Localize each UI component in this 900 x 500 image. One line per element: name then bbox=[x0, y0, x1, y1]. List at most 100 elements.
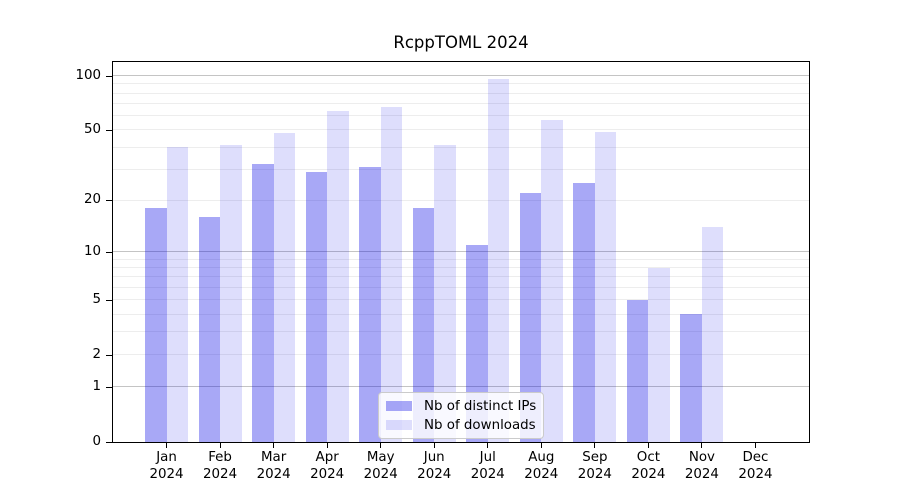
chart-title: RcppTOML 2024 bbox=[393, 33, 529, 52]
x-tick-label-year: 2024 bbox=[363, 466, 398, 482]
bar-nb-of-distinct-ips-apr-2024 bbox=[305, 172, 328, 442]
x-tick-label: Nov 2024 bbox=[670, 450, 734, 483]
x-tick-label-year: 2024 bbox=[203, 466, 238, 482]
gridline-minor bbox=[113, 199, 809, 201]
y-tick-mark bbox=[106, 386, 112, 388]
gridline-minor bbox=[113, 313, 809, 315]
x-tick-label-year: 2024 bbox=[149, 466, 184, 482]
gridline-minor bbox=[113, 287, 809, 289]
x-tick-label-year: 2024 bbox=[310, 466, 345, 482]
bar-nb-of-distinct-ips-jan-2024 bbox=[145, 208, 167, 442]
bar-nb-of-distinct-ips-may-2024 bbox=[359, 166, 381, 442]
x-tick-label: Aug 2024 bbox=[509, 450, 573, 483]
x-tick-mark bbox=[701, 443, 703, 448]
x-tick-label-year: 2024 bbox=[524, 466, 559, 482]
bar-nb-of-downloads-jan-2024 bbox=[166, 147, 189, 442]
bar-nb-of-downloads-sep-2024 bbox=[594, 131, 617, 442]
gridline-minor bbox=[113, 103, 809, 105]
y-tick-mark bbox=[106, 200, 112, 202]
x-tick-label-year: 2024 bbox=[470, 466, 505, 482]
gridline-minor bbox=[113, 276, 809, 278]
x-tick-label: Sep 2024 bbox=[563, 450, 627, 483]
legend-label-downloads: Nb of downloads bbox=[424, 417, 536, 433]
y-tick-mark bbox=[106, 75, 112, 77]
x-tick-label-year: 2024 bbox=[256, 466, 291, 482]
x-tick-label: Oct 2024 bbox=[616, 450, 680, 483]
legend-item-downloads: Nb of downloads bbox=[386, 418, 543, 433]
bar-nb-of-downloads-mar-2024 bbox=[273, 133, 296, 442]
y-tick-label: 100 bbox=[75, 67, 101, 83]
gridline-major bbox=[113, 251, 809, 253]
gridline-minor bbox=[113, 129, 809, 131]
y-tick-label: 1 bbox=[92, 378, 101, 394]
x-tick-label: May 2024 bbox=[349, 450, 413, 483]
bar-nb-of-distinct-ips-mar-2024 bbox=[252, 164, 274, 442]
bar-nb-of-downloads-jun-2024 bbox=[434, 145, 456, 442]
x-tick-mark bbox=[273, 443, 275, 448]
x-tick-label: Dec 2024 bbox=[723, 450, 787, 483]
gridline-minor bbox=[113, 92, 809, 94]
x-tick-label-year: 2024 bbox=[417, 466, 452, 482]
y-tick-label: 10 bbox=[83, 243, 101, 259]
bar-nb-of-downloads-apr-2024 bbox=[327, 110, 349, 442]
x-tick-label: Jul 2024 bbox=[456, 450, 520, 483]
plot-area bbox=[112, 61, 810, 443]
bar-nb-of-downloads-aug-2024 bbox=[541, 119, 563, 442]
bar-nb-of-distinct-ips-feb-2024 bbox=[198, 217, 221, 442]
x-tick-label: Jan 2024 bbox=[135, 450, 199, 483]
gridline-major bbox=[113, 75, 809, 77]
x-tick-mark bbox=[380, 443, 382, 448]
gridline-minor bbox=[113, 354, 809, 356]
x-tick-label-year: 2024 bbox=[577, 466, 612, 482]
x-tick-label: Apr 2024 bbox=[295, 450, 359, 483]
y-tick-mark bbox=[106, 442, 112, 443]
bar-nb-of-downloads-nov-2024 bbox=[701, 227, 724, 442]
bar-nb-of-downloads-oct-2024 bbox=[648, 267, 670, 442]
y-tick-label: 50 bbox=[83, 121, 101, 137]
x-tick-mark bbox=[594, 443, 596, 448]
bar-nb-of-distinct-ips-sep-2024 bbox=[573, 183, 595, 442]
legend-item-distinct-ips: Nb of distinct IPs bbox=[386, 399, 543, 414]
x-tick-mark bbox=[647, 443, 649, 448]
gridline-minor bbox=[113, 258, 809, 260]
bar-nb-of-distinct-ips-nov-2024 bbox=[680, 314, 702, 442]
x-tick-mark bbox=[433, 443, 435, 448]
bar-nb-of-distinct-ips-aug-2024 bbox=[519, 193, 542, 442]
x-tick-mark bbox=[540, 443, 542, 448]
x-tick-mark bbox=[326, 443, 328, 448]
y-tick-label: 20 bbox=[83, 192, 101, 208]
gridline-major bbox=[113, 386, 809, 388]
y-tick-label: 0 bbox=[92, 434, 101, 449]
y-tick-mark bbox=[106, 299, 112, 301]
y-tick-label: 5 bbox=[92, 291, 101, 307]
legend-swatch-downloads-icon bbox=[386, 420, 412, 430]
x-tick-label-year: 2024 bbox=[684, 466, 719, 482]
y-tick-mark bbox=[106, 354, 112, 356]
bar-nb-of-distinct-ips-oct-2024 bbox=[626, 299, 649, 442]
gridline-minor bbox=[113, 146, 809, 148]
bar-nb-of-downloads-feb-2024 bbox=[220, 145, 242, 442]
x-tick-mark bbox=[754, 443, 756, 448]
legend-swatch-distinct-ips-icon bbox=[386, 401, 412, 411]
bar-nb-of-downloads-may-2024 bbox=[380, 107, 403, 442]
bar-nb-of-downloads-jul-2024 bbox=[487, 78, 510, 442]
y-tick-label: 2 bbox=[92, 346, 101, 362]
x-tick-label: Mar 2024 bbox=[242, 450, 306, 483]
x-tick-label: Jun 2024 bbox=[402, 450, 466, 483]
y-tick-mark bbox=[106, 129, 112, 131]
y-tick-mark bbox=[106, 251, 112, 253]
bar-nb-of-distinct-ips-jun-2024 bbox=[412, 208, 435, 442]
x-tick-label: Feb 2024 bbox=[188, 450, 252, 483]
gridline-minor bbox=[113, 168, 809, 170]
gridline-minor bbox=[113, 299, 809, 301]
legend: Nb of distinct IPs Nb of downloads bbox=[378, 392, 544, 439]
gridline-minor bbox=[113, 115, 809, 117]
gridline-minor bbox=[113, 267, 809, 269]
x-tick-mark bbox=[166, 443, 168, 448]
gridline-minor bbox=[113, 83, 809, 85]
gridline-minor bbox=[113, 331, 809, 333]
x-tick-label-year: 2024 bbox=[738, 466, 773, 482]
legend-label-distinct-ips: Nb of distinct IPs bbox=[424, 398, 537, 414]
x-tick-label-year: 2024 bbox=[631, 466, 666, 482]
